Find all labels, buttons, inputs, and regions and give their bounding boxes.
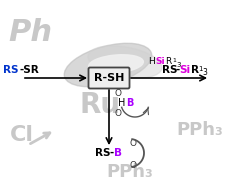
Text: RS: RS xyxy=(162,65,178,75)
Ellipse shape xyxy=(88,46,162,78)
Text: Ru: Ru xyxy=(80,91,120,119)
Text: B: B xyxy=(114,148,122,158)
Text: Si: Si xyxy=(179,65,190,75)
Text: O: O xyxy=(129,139,136,147)
Text: PPh₃: PPh₃ xyxy=(177,121,223,139)
Text: R: R xyxy=(191,65,199,75)
Text: Si: Si xyxy=(155,57,165,66)
Ellipse shape xyxy=(64,43,152,87)
Text: -: - xyxy=(175,65,179,75)
Text: Cl: Cl xyxy=(10,125,34,145)
Text: -SR: -SR xyxy=(19,65,39,75)
Text: 1: 1 xyxy=(198,66,202,72)
Text: -: - xyxy=(109,148,113,158)
Text: O: O xyxy=(114,108,121,118)
FancyBboxPatch shape xyxy=(88,67,129,88)
Text: Ph: Ph xyxy=(8,18,52,47)
Text: R: R xyxy=(165,57,171,66)
Text: PPh₃: PPh₃ xyxy=(107,163,153,181)
Ellipse shape xyxy=(89,55,143,73)
Text: RS: RS xyxy=(95,148,111,158)
Text: 3: 3 xyxy=(202,68,207,77)
Text: O: O xyxy=(129,160,136,170)
Text: RS: RS xyxy=(3,65,19,75)
Text: B: B xyxy=(126,98,133,108)
Text: H: H xyxy=(118,98,125,108)
Text: R-SH: R-SH xyxy=(94,73,124,83)
Text: H: H xyxy=(148,57,155,66)
Text: 3: 3 xyxy=(176,62,181,68)
Text: 1: 1 xyxy=(172,58,176,63)
Text: O: O xyxy=(114,88,121,98)
